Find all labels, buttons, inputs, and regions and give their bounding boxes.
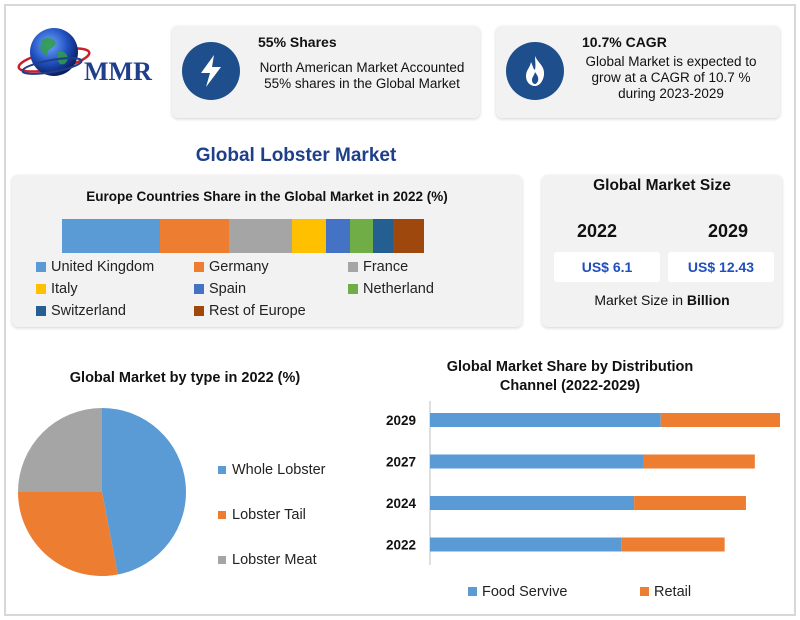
cagr-title: 10.7% CAGR (582, 34, 667, 50)
dist-legend-food-servive: Food Servive (468, 584, 567, 600)
legend-label: Italy (51, 281, 78, 297)
legend-label: Food Servive (482, 584, 567, 600)
legend-swatch (36, 284, 46, 294)
legend-swatch (640, 587, 649, 596)
legend-swatch (218, 466, 226, 474)
pie-legend-whole-lobster: Whole Lobster (218, 462, 326, 478)
y-tick-label-2022: 2022 (386, 538, 416, 553)
shares-card: 55% Shares North American Market Account… (172, 26, 480, 118)
market-size-note: Market Size in Billion (542, 292, 782, 308)
pie-legend-lobster-meat: Lobster Meat (218, 552, 317, 568)
legend-swatch (194, 262, 204, 272)
distribution-title-line1: Global Market Share by Distribution (446, 359, 694, 375)
infographic-frame (4, 4, 796, 616)
cagr-text-line3: during 2023-2029 (618, 86, 724, 101)
pie-slice-lobster-tail (18, 492, 118, 576)
legend-swatch (194, 284, 204, 294)
legend-label: Lobster Meat (232, 552, 317, 568)
europe-legend-united-kingdom: United Kingdom (36, 259, 154, 275)
europe-legend-spain: Spain (194, 281, 246, 297)
europe-segment-netherland (349, 219, 374, 253)
bar-retail-2029 (660, 413, 780, 427)
logo-text: MMR (84, 57, 152, 86)
europe-segment-rest-of-europe (393, 219, 424, 253)
lightning-icon (182, 42, 240, 100)
shares-text-line2: 55% shares in the Global Market (264, 76, 460, 91)
value-2029: US$ 12.43 (668, 252, 774, 282)
europe-share-panel: Europe Countries Share in the Global Mar… (12, 175, 522, 327)
type-pie-chart (18, 408, 187, 576)
europe-segment-united-kingdom (62, 219, 160, 253)
legend-swatch (468, 587, 477, 596)
legend-label: Spain (209, 281, 247, 297)
market-size-title: Global Market Size (593, 177, 731, 194)
bar-retail-2022 (621, 537, 725, 552)
legend-label: Rest of Europe (209, 303, 306, 319)
pie-chart-title: Global Market by type in 2022 (%) (69, 370, 301, 386)
bar-food-servive-2022 (430, 537, 622, 552)
y-tick-label-2029: 2029 (386, 413, 416, 428)
legend-label: Switzerland (51, 303, 126, 319)
shares-title: 55% Shares (258, 34, 337, 50)
shares-text-line1: North American Market Accounted (259, 60, 465, 75)
main-title: Global Lobster Market (195, 145, 397, 166)
europe-chart-title: Europe Countries Share in the Global Mar… (86, 189, 448, 204)
legend-label: France (363, 259, 409, 275)
cagr-text-line2: grow at a CAGR of 10.7 % (591, 70, 751, 85)
europe-legend-italy: Italy (36, 281, 78, 297)
distribution-bar-chart: 2029 2027 2024 2022 Food Servive Retail (386, 401, 780, 600)
year-2029-label: 2029 (708, 221, 749, 241)
legend-swatch (218, 511, 226, 519)
legend-label: Whole Lobster (232, 462, 326, 478)
europe-legend-rest-of-europe: Rest of Europe (194, 303, 306, 319)
europe-segment-france (228, 219, 292, 253)
europe-segment-spain (326, 219, 350, 253)
y-tick-label-2027: 2027 (386, 455, 416, 470)
distribution-chart-title: Global Market Share by Distribution Chan… (420, 358, 720, 396)
legend-label: Netherland (363, 281, 434, 297)
legend-swatch (36, 262, 46, 272)
pie-legend-lobster-tail: Lobster Tail (218, 507, 306, 523)
legend-swatch (348, 284, 358, 294)
europe-segment-germany (159, 219, 229, 253)
market-size-note-prefix: Market Size in (594, 292, 687, 308)
bar-food-servive-2024 (430, 496, 635, 510)
legend-label: Lobster Tail (232, 507, 306, 523)
bar-retail-2024 (634, 496, 746, 510)
legend-swatch (348, 262, 358, 272)
bar-food-servive-2029 (430, 413, 661, 427)
dist-legend-retail: Retail (640, 584, 691, 600)
europe-segment-switzerland (373, 219, 394, 253)
europe-legend-netherland: Netherland (348, 281, 434, 297)
legend-swatch (36, 306, 46, 316)
mmr-logo: MMR (12, 22, 172, 92)
cagr-text: Global Market is expected to grow at a C… (566, 54, 776, 102)
cagr-card: 10.7% CAGR Global Market is expected to … (496, 26, 780, 118)
europe-segment-italy (291, 219, 327, 253)
legend-swatch (194, 306, 204, 316)
pie-slice-lobster-meat (18, 408, 102, 492)
market-size-note-unit: Billion (686, 292, 730, 308)
europe-legend-switzerland: Switzerland (36, 303, 126, 319)
europe-legend-germany: Germany (194, 259, 269, 275)
market-size-panel: Global Market Size 2022 2029 US$ 6.1 US$… (542, 175, 782, 327)
bar-retail-2027 (643, 454, 755, 469)
europe-stacked-bar (62, 219, 424, 253)
pie-slice-whole-lobster (102, 408, 187, 575)
y-tick-label-2024: 2024 (386, 496, 417, 511)
legend-label: Retail (654, 584, 691, 600)
legend-label: United Kingdom (51, 259, 155, 275)
year-2022-label: 2022 (577, 221, 618, 241)
europe-legend-france: France (348, 259, 408, 275)
flame-icon (506, 42, 564, 100)
bar-food-servive-2027 (430, 454, 643, 469)
distribution-title-line2: Channel (2022-2029) (499, 378, 641, 394)
value-2022: US$ 6.1 (554, 252, 660, 282)
legend-label: Germany (209, 259, 269, 275)
shares-text: North American Market Accounted 55% shar… (248, 60, 476, 92)
cagr-text-line1: Global Market is expected to (585, 54, 757, 69)
legend-swatch (218, 556, 226, 564)
